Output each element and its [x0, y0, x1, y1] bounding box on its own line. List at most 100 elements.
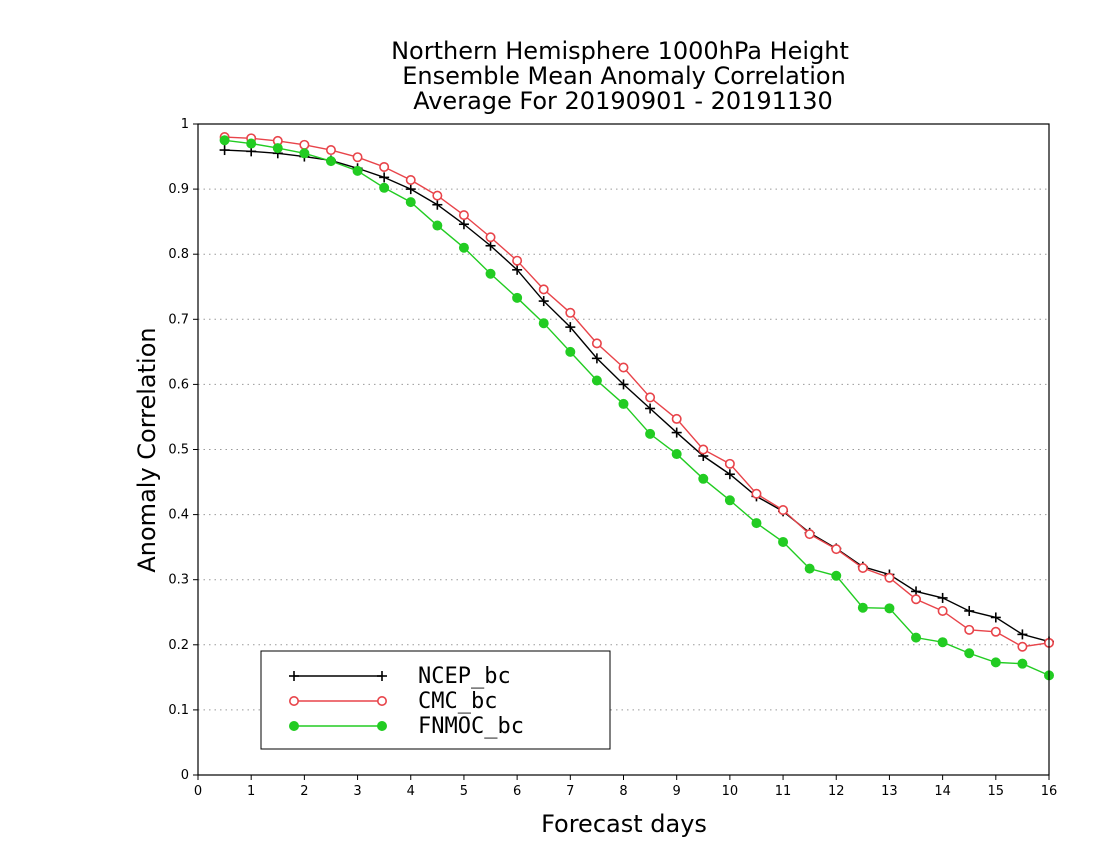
- data-point-cmc: [432, 190, 443, 201]
- data-point-ncep: [937, 592, 948, 603]
- y-tick-label: 0.5: [168, 443, 189, 458]
- data-point-fnmoc: [618, 398, 629, 409]
- series-line-ncep: [224, 149, 1050, 643]
- data-point-cmc: [1017, 641, 1028, 652]
- data-point-fnmoc: [591, 375, 602, 386]
- legend-label-ncep: NCEP_bc: [418, 664, 511, 689]
- data-point-cmc: [325, 145, 336, 156]
- data-point-fnmoc: [246, 138, 257, 149]
- data-point-ncep: [219, 145, 230, 156]
- data-point-ncep: [724, 469, 735, 480]
- data-point-fnmoc: [379, 182, 390, 193]
- data-point-ncep: [645, 403, 656, 414]
- legend-label-fnmoc: FNMOC_bc: [418, 714, 524, 739]
- data-point-cmc: [485, 232, 496, 243]
- x-tick-label: 1: [247, 784, 255, 799]
- data-point-ncep: [964, 605, 975, 616]
- data-point-cmc: [724, 458, 735, 469]
- data-point-ncep: [671, 427, 682, 438]
- x-tick-label: 4: [407, 784, 415, 799]
- data-point-fnmoc: [884, 603, 895, 614]
- y-tick-label: 0: [181, 768, 189, 783]
- data-point-ncep: [565, 322, 576, 333]
- data-point-fnmoc: [272, 143, 283, 154]
- data-point-cmc: [618, 362, 629, 373]
- legend-marker-ncep: [377, 671, 387, 681]
- x-tick-label: 14: [934, 784, 951, 799]
- chart-title-line-1: Northern Hemisphere 1000hPa Height: [391, 37, 849, 65]
- data-point-fnmoc: [565, 346, 576, 357]
- data-point-fnmoc: [325, 156, 336, 167]
- data-point-cmc: [937, 605, 948, 616]
- y-tick-label: 0.7: [168, 312, 189, 327]
- data-point-ncep: [538, 296, 549, 307]
- x-tick-label: 6: [513, 784, 521, 799]
- data-point-cmc: [804, 529, 815, 540]
- data-point-fnmoc: [990, 657, 1001, 668]
- data-point-fnmoc: [1017, 658, 1028, 669]
- data-point-ncep: [405, 184, 416, 195]
- x-tick-label: 7: [566, 784, 574, 799]
- data-point-ncep: [379, 172, 390, 183]
- legend-marker-cmc: [376, 695, 387, 706]
- y-tick-label: 0.8: [168, 247, 189, 262]
- legend-box: [260, 650, 611, 750]
- x-tick-label: 11: [775, 784, 792, 799]
- data-point-fnmoc: [778, 536, 789, 547]
- data-point-cmc: [538, 284, 549, 295]
- data-point-cmc: [379, 161, 390, 172]
- y-axis-title: Anomaly Correlation: [133, 327, 161, 572]
- data-point-cmc: [645, 392, 656, 403]
- data-point-cmc: [884, 572, 895, 583]
- y-tick-label: 0.1: [168, 703, 189, 718]
- chart-title-line-2: Ensemble Mean Anomaly Correlation: [402, 62, 846, 90]
- data-point-cmc: [352, 152, 363, 163]
- x-tick-label: 16: [1041, 784, 1058, 799]
- data-point-fnmoc: [405, 197, 416, 208]
- legend: NCEP_bc CMC_bc FNMOC_bc: [260, 650, 611, 750]
- data-point-fnmoc: [512, 292, 523, 303]
- data-point-cmc: [698, 444, 709, 455]
- data-point-fnmoc: [937, 637, 948, 648]
- data-point-ncep: [618, 379, 629, 390]
- data-point-cmc: [857, 562, 868, 573]
- data-point-cmc: [671, 413, 682, 424]
- data-point-fnmoc: [432, 220, 443, 231]
- data-point-ncep: [432, 199, 443, 210]
- axis-ticks: 00.10.20.30.40.50.60.70.80.910 1 2 3 4 5 6 7 8 9 1…: [168, 117, 1057, 799]
- legend-marker-ncep: [289, 671, 299, 681]
- data-point-ncep: [591, 353, 602, 364]
- data-point-cmc: [591, 338, 602, 349]
- data-point-cmc: [831, 544, 842, 555]
- x-tick-label: 5: [460, 784, 468, 799]
- data-point-cmc: [299, 139, 310, 150]
- data-point-cmc: [512, 255, 523, 266]
- series-line-fnmoc: [224, 139, 1050, 677]
- y-tick-label: 0.3: [168, 573, 189, 588]
- legend-marker-fnmoc: [376, 721, 387, 732]
- data-point-cmc: [565, 307, 576, 318]
- y-tick-label: 1: [181, 117, 189, 132]
- series-ncep: [219, 145, 1054, 647]
- x-tick-label: 12: [828, 784, 845, 799]
- x-tick-label: 10: [722, 784, 739, 799]
- x-tick-label: 2: [300, 784, 308, 799]
- plot-series: [219, 132, 1055, 681]
- y-tick-label: 0.9: [168, 182, 189, 197]
- data-point-cmc: [990, 626, 1001, 637]
- data-point-cmc: [964, 624, 975, 635]
- data-point-cmc: [458, 210, 469, 221]
- y-tick-label: 0.6: [168, 377, 189, 392]
- data-point-ncep: [458, 219, 469, 230]
- x-tick-label: 15: [988, 784, 1005, 799]
- data-point-fnmoc: [671, 449, 682, 460]
- data-point-fnmoc: [458, 242, 469, 253]
- data-point-fnmoc: [724, 495, 735, 506]
- data-point-cmc: [751, 488, 762, 499]
- legend-samples: [288, 671, 387, 732]
- data-point-fnmoc: [538, 318, 549, 329]
- x-axis-title: Forecast days: [541, 810, 707, 838]
- data-point-cmc: [778, 505, 789, 516]
